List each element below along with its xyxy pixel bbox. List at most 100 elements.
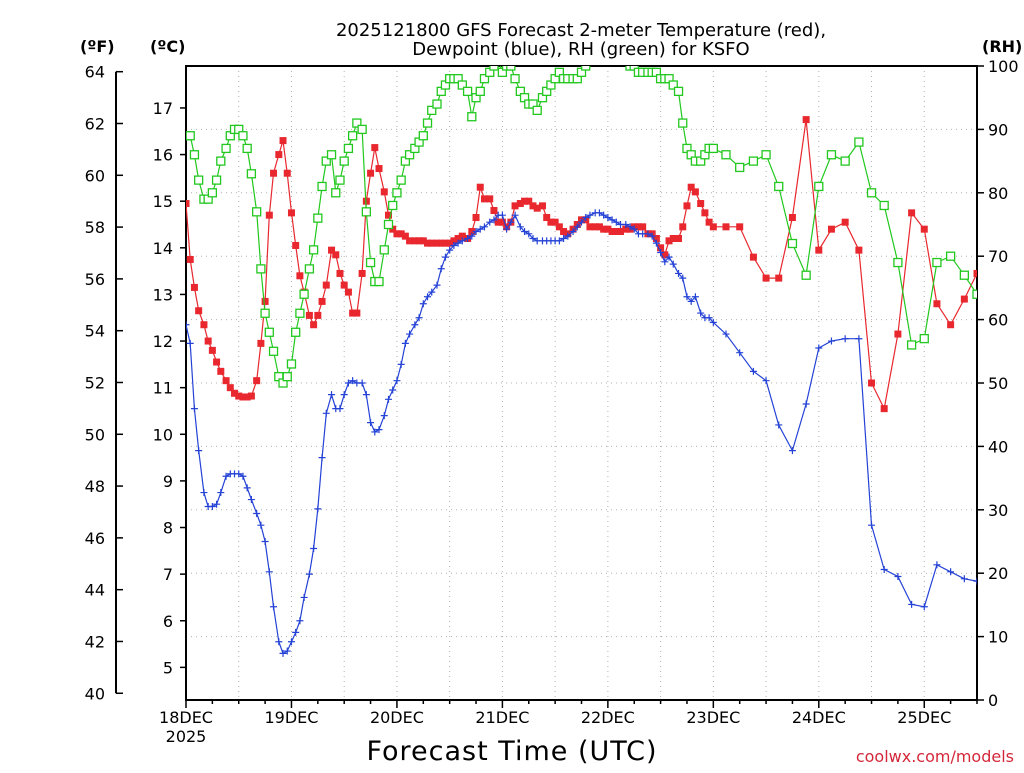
dewpoint-point: [511, 211, 519, 219]
dewpoint-point: [450, 241, 458, 249]
rh-point: [422, 118, 433, 128]
temperature-point: [595, 223, 603, 231]
rh-point: [194, 175, 204, 185]
rh-point: [748, 156, 759, 166]
rh-tick-label: 30: [988, 501, 1008, 520]
rh-point: [304, 264, 315, 274]
rh-point: [268, 346, 279, 356]
rh-point: [467, 112, 477, 122]
dewpoint-point: [428, 288, 436, 296]
temperature-point: [190, 283, 198, 291]
rh-point: [291, 327, 301, 337]
chart-title-line-2: Dewpoint (blue), RH (green) for KSFO: [412, 39, 749, 60]
fahrenheit-tick-label: 44: [85, 581, 105, 600]
temperature-point: [424, 239, 432, 247]
rh-point: [673, 86, 684, 97]
rh-point: [418, 131, 428, 141]
temperature-point: [538, 202, 546, 210]
dewpoint-point: [208, 503, 216, 511]
temperature-point: [679, 223, 687, 231]
rh-point: [708, 143, 718, 154]
temperature-point: [669, 234, 677, 242]
celsius-tick-label: 14: [153, 239, 173, 258]
fahrenheit-tick-label: 58: [85, 218, 105, 237]
rh-point: [959, 270, 969, 280]
celsius-tick-label: 6: [163, 612, 173, 631]
dewpoint-point: [525, 230, 533, 238]
rh-point: [814, 181, 824, 192]
dewpoint-point: [669, 260, 677, 268]
fahrenheit-tick-label: 50: [85, 425, 105, 444]
temperature-point: [657, 244, 665, 252]
dewpoint-point: [933, 561, 941, 569]
dewpoint-point: [675, 269, 683, 277]
rh-point: [457, 80, 467, 90]
temperature-point: [947, 321, 955, 329]
celsius-tick-label: 7: [163, 565, 173, 584]
temperature-point: [401, 232, 409, 240]
rh-point: [932, 257, 942, 268]
temperature-point: [195, 307, 203, 315]
dewpoint-point: [397, 360, 405, 368]
x-tick-label: 19DEC: [264, 708, 318, 727]
temperature-point: [353, 309, 361, 317]
credit-text: coolwx.com/models: [856, 747, 1014, 766]
rh-point: [252, 207, 262, 217]
dewpoint-point: [705, 314, 713, 322]
temperature-point: [529, 202, 537, 210]
dewpoint-point: [521, 227, 529, 235]
celsius-tick-label: 17: [153, 99, 173, 118]
x-tick-label: 23DEC: [686, 708, 740, 727]
rh-point: [299, 289, 309, 299]
temperature-point: [428, 239, 436, 247]
rh-point: [388, 200, 398, 211]
dewpoint-point: [371, 428, 379, 436]
rh-tick-label: 40: [988, 437, 1008, 456]
dewpoint-point: [415, 314, 423, 322]
temperature-point: [200, 321, 208, 329]
temperature-point: [336, 269, 344, 277]
temperature-point: [661, 251, 669, 259]
temperature-point: [604, 225, 612, 233]
dewpoint-point: [446, 246, 454, 254]
temperature-point: [261, 297, 269, 305]
dewpoint-point: [644, 230, 652, 238]
dewpoint-point: [437, 265, 445, 273]
temperature-point: [433, 239, 441, 247]
rh-point: [379, 245, 389, 255]
x-tick-label: 20DEC: [370, 708, 424, 727]
dewpoint-point: [318, 454, 326, 462]
dewpoint-point: [300, 593, 308, 601]
x-tick-sublabel: 2025: [166, 727, 207, 746]
rh-point: [186, 131, 195, 141]
dewpoint-point: [247, 496, 255, 504]
dewpoint-point: [762, 377, 770, 385]
temperature-point: [827, 225, 835, 233]
temperature-point: [705, 218, 713, 226]
temperature-point: [239, 393, 247, 401]
fahrenheit-tick-label: 40: [85, 684, 105, 703]
temperature-point: [213, 358, 221, 366]
dewpoint-point: [960, 575, 968, 583]
rh-point: [735, 162, 745, 173]
dewpoint-point: [827, 337, 835, 345]
rh-point: [339, 156, 349, 166]
dewpoint-point: [261, 538, 269, 545]
rh-point: [854, 137, 864, 147]
dewpoint-point: [573, 223, 581, 231]
tick-labels: 4042444648505254565860626456789101112131…: [85, 57, 1019, 746]
rh-point: [321, 156, 331, 166]
temperature-point: [208, 346, 216, 354]
temperature-point: [511, 202, 519, 210]
rh-point: [396, 175, 406, 185]
rh-tick-label: 70: [988, 247, 1008, 266]
rh-point: [365, 257, 376, 268]
temperature-point: [406, 237, 414, 245]
fahrenheit-tick-label: 52: [85, 373, 105, 392]
x-tick-label: 24DEC: [792, 708, 846, 727]
dewpoint-point: [411, 321, 419, 329]
dewpoint-point: [687, 297, 695, 305]
temperature-point: [920, 225, 928, 233]
rh-point: [295, 308, 305, 318]
temperature-point: [279, 137, 287, 145]
